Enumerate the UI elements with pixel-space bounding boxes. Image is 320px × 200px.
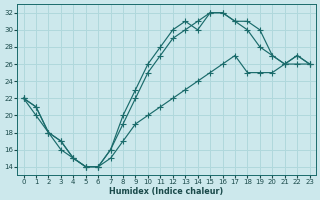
X-axis label: Humidex (Indice chaleur): Humidex (Indice chaleur)	[109, 187, 224, 196]
